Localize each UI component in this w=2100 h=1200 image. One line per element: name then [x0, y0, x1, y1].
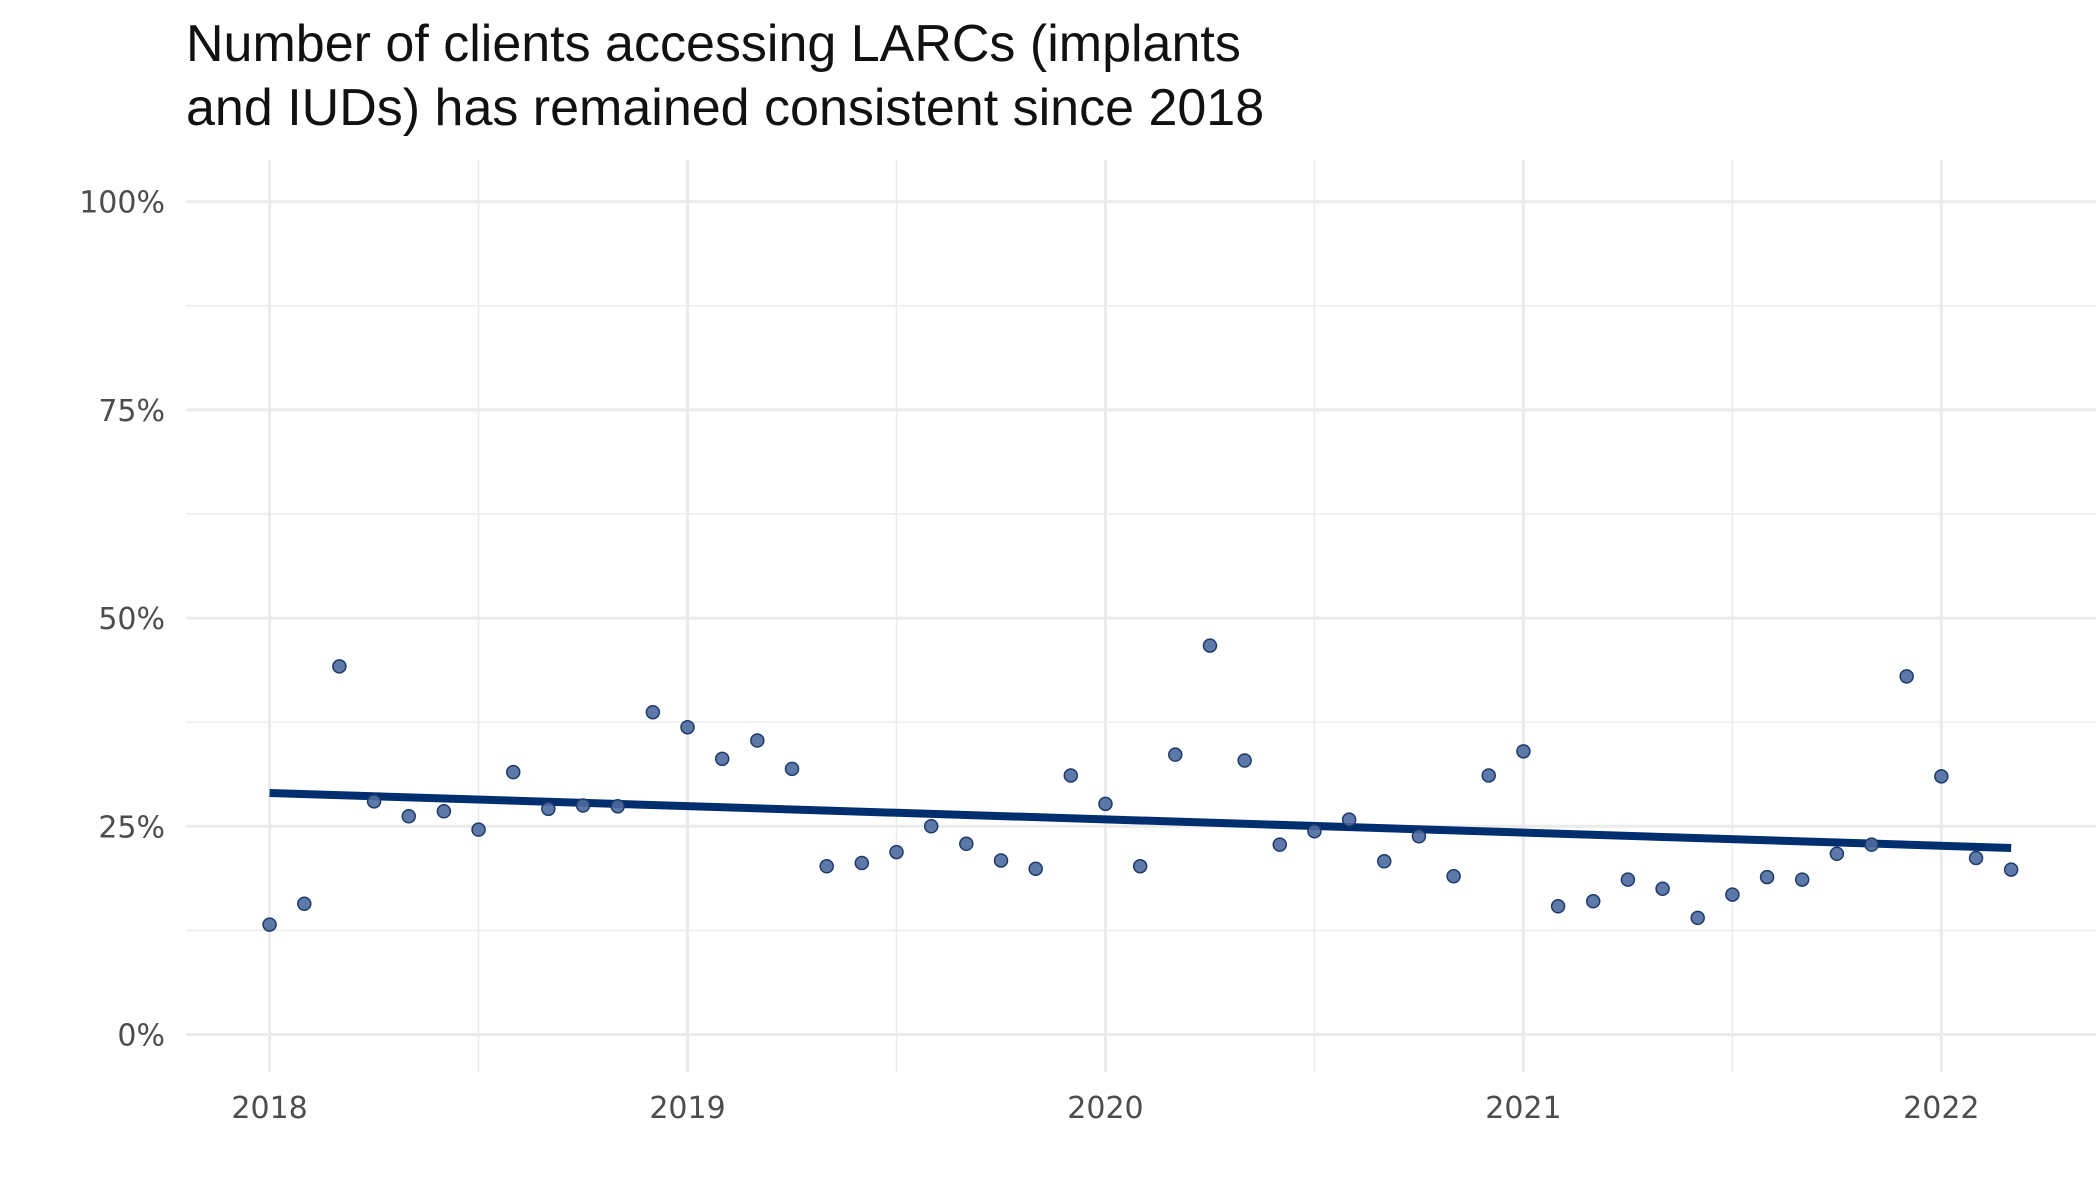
data-point — [923, 819, 939, 834]
y-tick-label: 100% — [79, 186, 165, 221]
x-tick-label: 2022 — [1903, 1091, 1979, 1126]
chart-title: Number of clients accessing LARCs (impla… — [186, 12, 1686, 140]
chart-title-line-1: Number of clients accessing LARCs (impla… — [186, 15, 1241, 73]
data-point — [1794, 872, 1810, 887]
data-point — [750, 733, 765, 748]
data-point — [1098, 796, 1113, 812]
data-point — [1829, 846, 1845, 862]
data-point — [297, 896, 312, 912]
data-point — [1168, 747, 1183, 762]
data-point — [541, 801, 556, 817]
data-point — [575, 798, 591, 813]
data-point — [993, 853, 1009, 868]
y-axis-tick-labels: 0% 25% 50% 75% 100% — [79, 186, 165, 1054]
data-point — [1376, 854, 1392, 869]
data-point — [401, 809, 417, 824]
x-tick-label: 2020 — [1067, 1091, 1143, 1126]
data-point — [819, 859, 834, 874]
data-point — [1446, 869, 1461, 884]
y-tick-label: 25% — [98, 810, 165, 845]
trend-line — [269, 788, 2012, 852]
data-point — [1063, 768, 1079, 783]
trend-layer — [269, 788, 2012, 852]
x-tick-label: 2018 — [231, 1091, 307, 1126]
data-point — [889, 844, 904, 860]
data-point — [1411, 829, 1427, 844]
data-point — [332, 659, 347, 674]
chart-title-line-2: and IUDs) has remained consistent since … — [186, 79, 1265, 137]
data-point — [784, 761, 800, 777]
data-point — [1307, 824, 1322, 839]
x-tick-label: 2019 — [649, 1091, 725, 1126]
data-point — [366, 794, 382, 809]
data-point — [1516, 744, 1531, 759]
data-point — [2003, 862, 2019, 877]
data-point — [436, 804, 452, 819]
data-point — [1759, 869, 1775, 885]
data-point — [1655, 881, 1670, 897]
data-point — [680, 719, 695, 735]
data-points — [262, 638, 2019, 932]
data-point — [645, 704, 661, 720]
data-point — [1864, 837, 1879, 852]
data-point — [505, 764, 521, 780]
data-point — [1690, 910, 1705, 926]
data-point — [1028, 861, 1043, 877]
data-point — [714, 751, 730, 767]
data-point — [1899, 669, 1914, 684]
data-point — [1237, 753, 1252, 768]
data-point — [854, 855, 870, 871]
data-point — [1968, 850, 1984, 866]
data-point — [1202, 638, 1218, 653]
y-tick-label: 75% — [98, 394, 165, 429]
data-point — [1725, 887, 1740, 902]
data-point — [1934, 769, 1949, 784]
data-point — [1550, 899, 1566, 914]
data-point — [471, 822, 486, 837]
x-tick-label: 2021 — [1485, 1091, 1561, 1126]
data-point — [959, 836, 974, 852]
data-point — [1272, 837, 1288, 852]
data-point — [262, 917, 277, 932]
data-point — [1341, 812, 1357, 827]
data-point — [1481, 768, 1496, 783]
data-point — [1585, 894, 1601, 909]
data-point — [1132, 859, 1148, 874]
x-axis-tick-labels: 2018 2019 2020 2021 2022 — [231, 1091, 1979, 1126]
data-point — [1620, 872, 1636, 887]
grid-lines — [186, 160, 2096, 1072]
y-tick-label: 0% — [117, 1019, 165, 1054]
data-point — [610, 799, 625, 814]
y-tick-label: 50% — [98, 602, 165, 637]
